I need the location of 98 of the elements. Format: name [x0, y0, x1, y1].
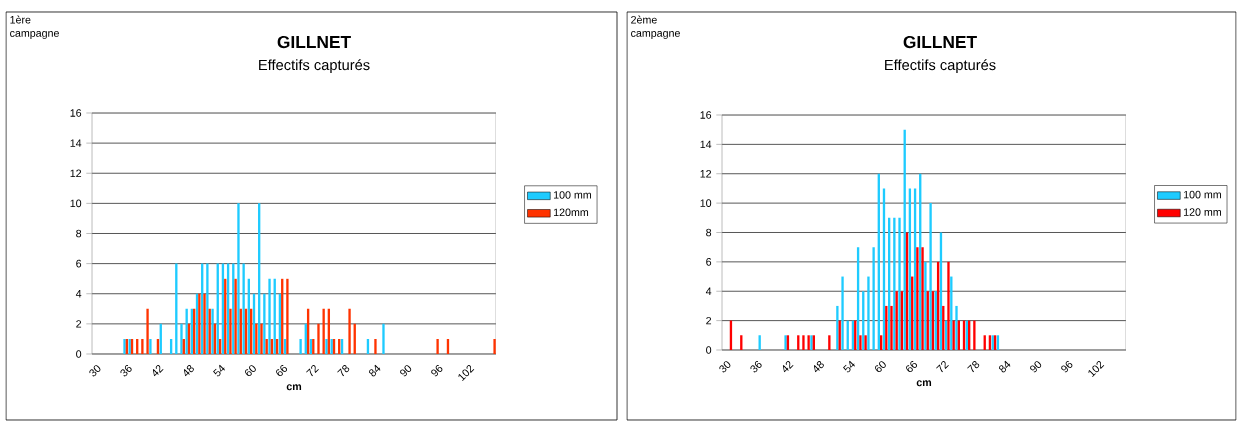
x-tick-label: 102 — [458, 365, 475, 382]
x-tick-label: 48 — [813, 361, 824, 373]
bar — [322, 308, 325, 354]
bar — [828, 335, 831, 350]
bar — [146, 308, 149, 354]
legend-label: 120mm — [554, 208, 589, 217]
bar — [180, 323, 183, 354]
y-tick-label: 14 — [700, 140, 712, 149]
x-tick-label: 90 — [1030, 361, 1042, 373]
bar — [299, 338, 302, 354]
y-tick-label: 10 — [70, 199, 82, 208]
bar — [268, 278, 271, 354]
bar — [325, 338, 328, 354]
x-tick-label: 54 — [843, 360, 856, 373]
bar — [149, 338, 152, 354]
x-tick-label: 96 — [1061, 361, 1073, 373]
bar — [203, 293, 206, 354]
bar — [872, 247, 875, 350]
bar — [955, 305, 958, 350]
x-tick-label: 84 — [369, 364, 381, 377]
x-tick-label: 60 — [875, 361, 886, 373]
bar — [893, 217, 896, 350]
bar — [348, 308, 351, 354]
bar — [260, 323, 263, 354]
bar — [382, 323, 385, 354]
bar — [867, 276, 870, 350]
x-tick-label: 30 — [719, 361, 731, 373]
legend-label: 120 mm — [1183, 208, 1221, 216]
x-tick-label: 72 — [936, 361, 949, 373]
bar — [229, 308, 232, 354]
x-tick-label: 42 — [152, 365, 164, 377]
y-tick-label: 4 — [75, 290, 82, 298]
bar — [952, 320, 955, 350]
bar — [836, 305, 839, 350]
x-tick-label: 72 — [306, 365, 319, 377]
chart-title: GILLNET — [903, 35, 977, 49]
x-tick-label: 54 — [213, 364, 226, 377]
text: 2ème campagne — [631, 15, 680, 39]
x-tick-label: 78 — [337, 365, 350, 377]
bar — [286, 278, 289, 354]
bar — [374, 338, 377, 354]
bar — [916, 247, 919, 350]
x-tick-label: 30 — [89, 365, 101, 377]
bar — [141, 338, 144, 354]
bar — [973, 320, 976, 350]
bar — [242, 263, 245, 354]
x-tick-label: 78 — [967, 361, 980, 373]
x-tick-label: 60 — [245, 365, 256, 377]
bar — [234, 278, 237, 354]
bar — [206, 263, 209, 354]
bar — [924, 261, 927, 350]
y-tick-label: 0 — [76, 350, 82, 358]
y-tick-label: 16 — [700, 111, 712, 119]
y-tick-label: 12 — [70, 169, 82, 177]
x-tick-label: 66 — [906, 361, 918, 373]
x-axis-title: cm — [916, 380, 932, 387]
bar — [859, 335, 862, 350]
legend-label: 100 mm — [554, 191, 591, 199]
bar — [263, 293, 266, 354]
chart-subtitle: Effectifs capturés — [885, 59, 996, 74]
y-tick-label: 8 — [76, 229, 82, 238]
bar — [947, 261, 950, 350]
chart-title: GILLNET — [277, 35, 351, 49]
y-tick-label: 4 — [705, 287, 712, 295]
x-tick-label: 96 — [431, 365, 443, 377]
bar — [237, 203, 240, 354]
x-tick-label: 90 — [400, 365, 412, 377]
y-tick-label: 10 — [700, 199, 712, 207]
bar — [841, 276, 844, 350]
bar — [898, 217, 901, 350]
x-tick-label: 48 — [183, 365, 194, 377]
bar — [921, 247, 924, 350]
y-tick-label: 8 — [706, 228, 712, 237]
y-tick-label: 6 — [76, 259, 82, 268]
bar — [802, 335, 805, 350]
x-tick-label: 36 — [120, 365, 132, 377]
y-tick-label: 14 — [70, 139, 82, 147]
bar — [864, 335, 867, 350]
bar — [890, 305, 893, 350]
x-axis-title: cm — [286, 384, 302, 391]
y-tick-label: 6 — [706, 258, 712, 266]
bar — [929, 203, 932, 350]
x-tick-label: 84 — [999, 360, 1011, 373]
bar — [317, 323, 320, 354]
y-tick-label: 2 — [706, 316, 712, 325]
bar — [436, 338, 439, 354]
chart-subtitle: Effectifs capturés — [259, 59, 370, 74]
x-tick-label: 102 — [1088, 361, 1105, 378]
x-tick-label: 42 — [782, 361, 794, 373]
y-tick-label: 16 — [70, 109, 82, 117]
text: 1ère campagne — [10, 15, 59, 39]
y-tick-label: 2 — [76, 320, 82, 328]
x-tick-label: 36 — [750, 361, 762, 373]
x-tick-label: 66 — [276, 365, 288, 377]
y-tick-label: 0 — [706, 346, 712, 354]
y-tick-label: 12 — [700, 170, 712, 178]
legend-label: 100 mm — [1183, 190, 1221, 199]
bar — [493, 338, 496, 354]
